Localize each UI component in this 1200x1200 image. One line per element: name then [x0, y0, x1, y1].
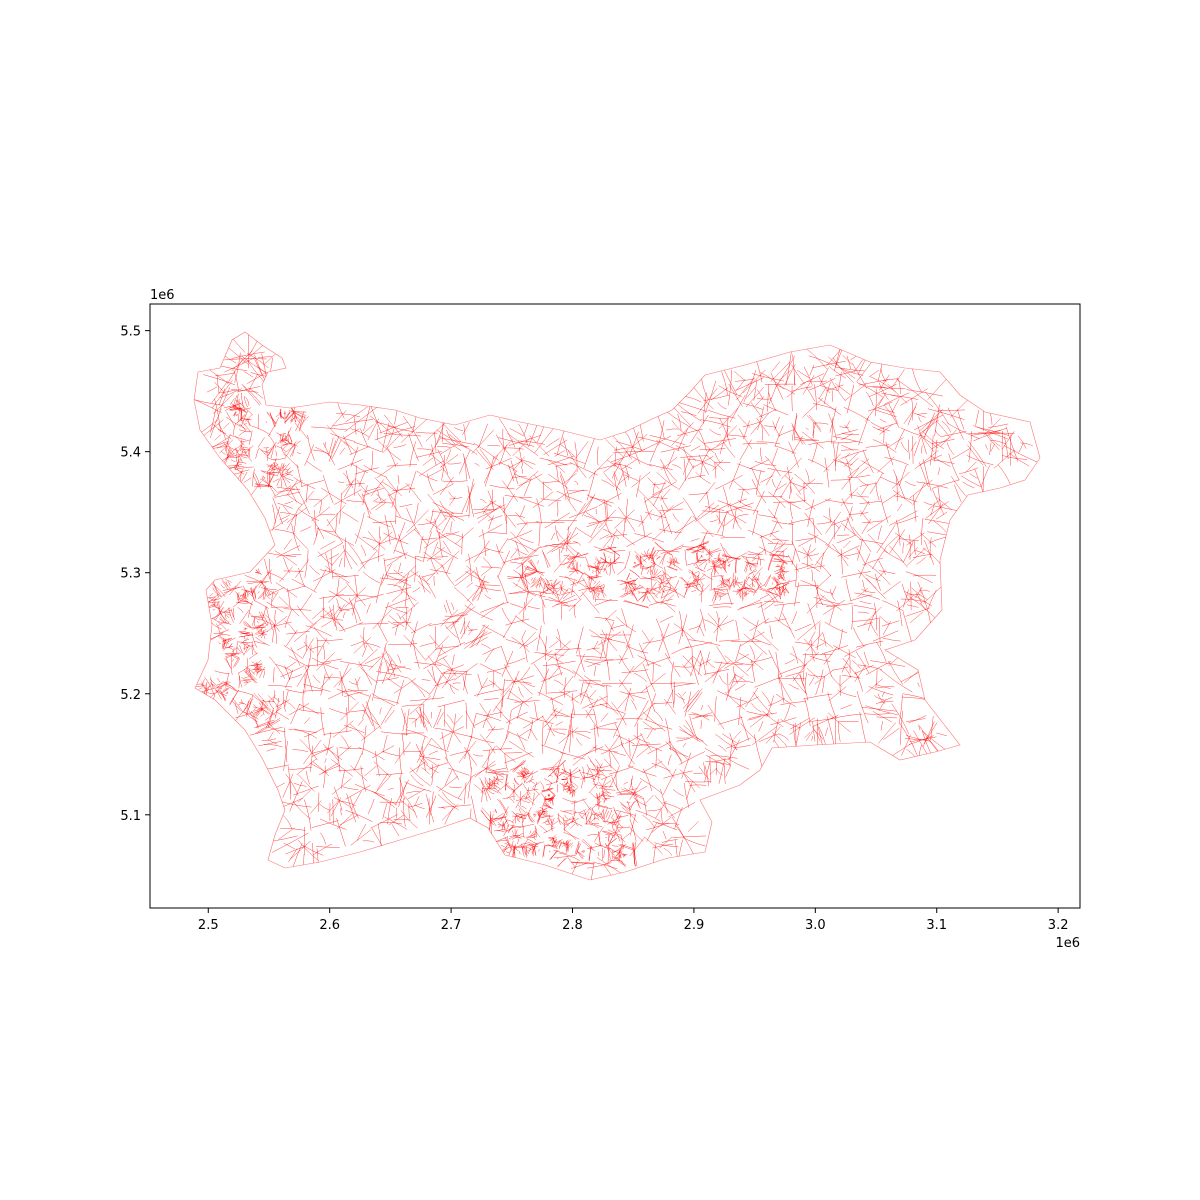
municipality-boundaries — [194, 333, 1037, 880]
axes-frame — [149, 303, 1081, 909]
x-tick-label: 2.7 — [441, 918, 462, 933]
x-tick-label: 3.0 — [805, 918, 826, 933]
y-tick-label: 5.3 — [120, 567, 141, 582]
x-tick-label: 2.5 — [198, 918, 219, 933]
y-tick-label: 5.4 — [120, 446, 141, 461]
x-axis-offset-label: 1e6 — [1055, 936, 1080, 951]
y-tick-label: 5.1 — [120, 809, 141, 824]
x-tick-label: 2.9 — [684, 918, 705, 933]
x-axis-ticks: 2.5 2.6 2.7 2.8 2.9 3.0 3.1 3.2 — [198, 908, 1069, 933]
x-tick-label: 3.1 — [926, 918, 947, 933]
boundary-lines — [194, 333, 1037, 880]
x-tick-label: 2.8 — [562, 918, 583, 933]
y-tick-label: 5.5 — [120, 325, 141, 340]
y-axis-offset-label: 1e6 — [150, 288, 175, 303]
x-tick-label: 3.2 — [1048, 918, 1069, 933]
country-outline — [193, 331, 1041, 881]
y-tick-label: 5.2 — [120, 688, 141, 703]
x-tick-label: 2.6 — [319, 918, 340, 933]
y-axis-ticks: 5.1 5.2 5.3 5.4 5.5 — [120, 325, 150, 824]
region-boundaries — [194, 333, 1037, 880]
